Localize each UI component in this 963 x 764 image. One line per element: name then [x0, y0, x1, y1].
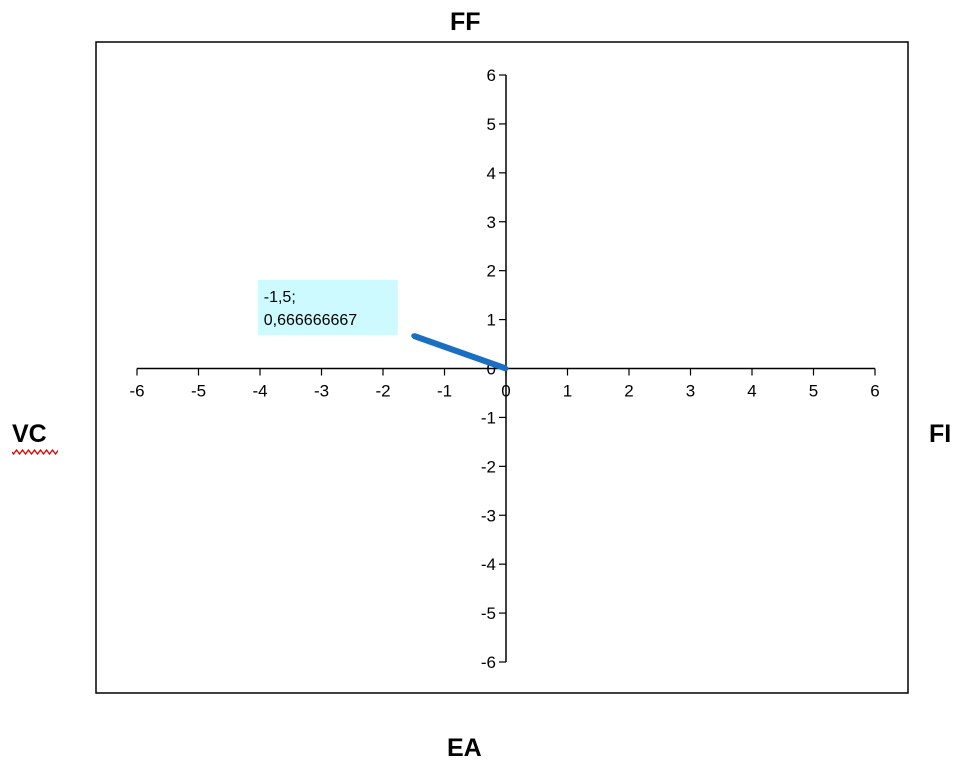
quadrant-label-left-text: VC — [12, 420, 47, 448]
y-tick-label: -5 — [481, 604, 496, 623]
y-tick-label: -6 — [481, 653, 496, 672]
y-tick-label: 0 — [487, 360, 496, 379]
data-label-box — [257, 279, 398, 335]
data-label-layer: -1,5; 0,666666667 — [257, 279, 398, 335]
x-tick-label: 1 — [563, 382, 572, 401]
x-tick-label: 6 — [870, 382, 879, 401]
y-tick-label: -4 — [481, 555, 496, 574]
data-point — [411, 333, 417, 339]
y-tick-label: -1 — [481, 408, 496, 427]
y-tick-label: 4 — [487, 164, 496, 183]
y-tick-label: -3 — [481, 506, 496, 525]
x-tick-label: -1 — [437, 382, 452, 401]
data-label-line1: -1,5; — [264, 289, 296, 306]
y-tick-label: 2 — [487, 262, 496, 281]
x-tick-label: 3 — [686, 382, 695, 401]
series-line — [412, 333, 507, 372]
quadrant-label-bottom: EA — [447, 734, 482, 762]
y-tick-label: -2 — [481, 457, 496, 476]
y-tick-label: 5 — [487, 115, 496, 134]
x-tick-label: 5 — [809, 382, 818, 401]
y-tick-label: 6 — [487, 66, 496, 85]
data-label-line2: 0,666666667 — [264, 312, 358, 329]
x-tick-label: -4 — [252, 382, 267, 401]
quadrant-label-right: FI — [929, 420, 952, 448]
x-tick-label: 4 — [747, 382, 756, 401]
y-tick-label: 3 — [487, 213, 496, 232]
series-layer — [411, 333, 509, 372]
x-tick-label: 2 — [624, 382, 633, 401]
quadrant-label-left: VC — [12, 420, 58, 455]
spellcheck-underline — [12, 449, 58, 455]
quadrant-label-top: FF — [450, 8, 481, 36]
x-tick-label: -5 — [191, 382, 206, 401]
x-tick-label: -2 — [375, 382, 390, 401]
x-tick-label: 0 — [501, 382, 510, 401]
x-tick-label: -3 — [314, 382, 329, 401]
data-point — [503, 366, 509, 371]
y-tick-label: 1 — [487, 311, 496, 330]
x-tick-label: -6 — [129, 382, 144, 401]
